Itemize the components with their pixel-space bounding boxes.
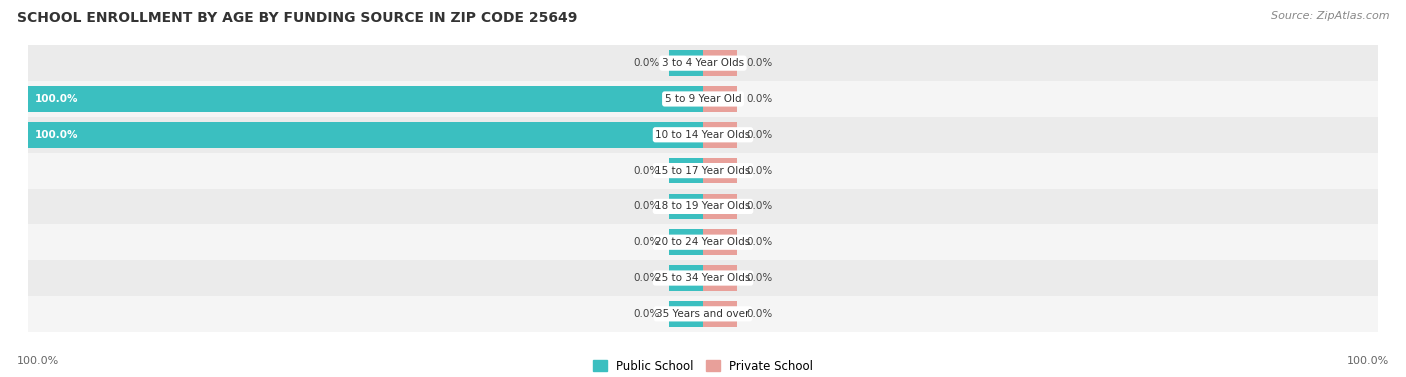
- Text: 0.0%: 0.0%: [633, 273, 659, 283]
- Bar: [703, 301, 737, 327]
- Bar: [669, 265, 703, 291]
- Text: 0.0%: 0.0%: [747, 58, 773, 68]
- Bar: [28, 296, 1378, 332]
- Text: 18 to 19 Year Olds: 18 to 19 Year Olds: [655, 201, 751, 211]
- Bar: [703, 193, 737, 219]
- Bar: [28, 224, 1378, 260]
- Text: 100.0%: 100.0%: [1347, 356, 1389, 366]
- Text: 0.0%: 0.0%: [747, 130, 773, 140]
- Text: 0.0%: 0.0%: [747, 201, 773, 211]
- Text: SCHOOL ENROLLMENT BY AGE BY FUNDING SOURCE IN ZIP CODE 25649: SCHOOL ENROLLMENT BY AGE BY FUNDING SOUR…: [17, 11, 578, 25]
- Bar: [703, 50, 737, 76]
- Bar: [28, 153, 1378, 188]
- Text: 0.0%: 0.0%: [633, 166, 659, 176]
- Bar: [703, 229, 737, 255]
- Text: 10 to 14 Year Olds: 10 to 14 Year Olds: [655, 130, 751, 140]
- Text: 100.0%: 100.0%: [35, 130, 79, 140]
- Text: 0.0%: 0.0%: [747, 94, 773, 104]
- Bar: [28, 45, 1378, 81]
- Bar: [703, 265, 737, 291]
- Bar: [28, 81, 1378, 117]
- Text: 0.0%: 0.0%: [747, 166, 773, 176]
- Text: 0.0%: 0.0%: [633, 309, 659, 319]
- Text: 0.0%: 0.0%: [747, 273, 773, 283]
- Text: 0.0%: 0.0%: [633, 237, 659, 247]
- Text: 0.0%: 0.0%: [633, 201, 659, 211]
- Bar: [669, 229, 703, 255]
- Bar: [669, 301, 703, 327]
- Text: 0.0%: 0.0%: [633, 58, 659, 68]
- Text: 5 to 9 Year Old: 5 to 9 Year Old: [665, 94, 741, 104]
- Legend: Public School, Private School: Public School, Private School: [588, 355, 818, 377]
- Text: 35 Years and over: 35 Years and over: [657, 309, 749, 319]
- Bar: [669, 193, 703, 219]
- Text: 100.0%: 100.0%: [17, 356, 59, 366]
- Text: 0.0%: 0.0%: [747, 237, 773, 247]
- Bar: [703, 86, 737, 112]
- Text: 100.0%: 100.0%: [35, 94, 79, 104]
- Text: 25 to 34 Year Olds: 25 to 34 Year Olds: [655, 273, 751, 283]
- Bar: [669, 50, 703, 76]
- Bar: [28, 188, 1378, 224]
- Text: 15 to 17 Year Olds: 15 to 17 Year Olds: [655, 166, 751, 176]
- Bar: [703, 122, 737, 148]
- Bar: [669, 158, 703, 184]
- Bar: [28, 122, 703, 148]
- Text: Source: ZipAtlas.com: Source: ZipAtlas.com: [1271, 11, 1389, 21]
- Text: 3 to 4 Year Olds: 3 to 4 Year Olds: [662, 58, 744, 68]
- Bar: [28, 117, 1378, 153]
- Bar: [28, 86, 703, 112]
- Bar: [28, 260, 1378, 296]
- Text: 20 to 24 Year Olds: 20 to 24 Year Olds: [655, 237, 751, 247]
- Bar: [703, 158, 737, 184]
- Text: 0.0%: 0.0%: [747, 309, 773, 319]
